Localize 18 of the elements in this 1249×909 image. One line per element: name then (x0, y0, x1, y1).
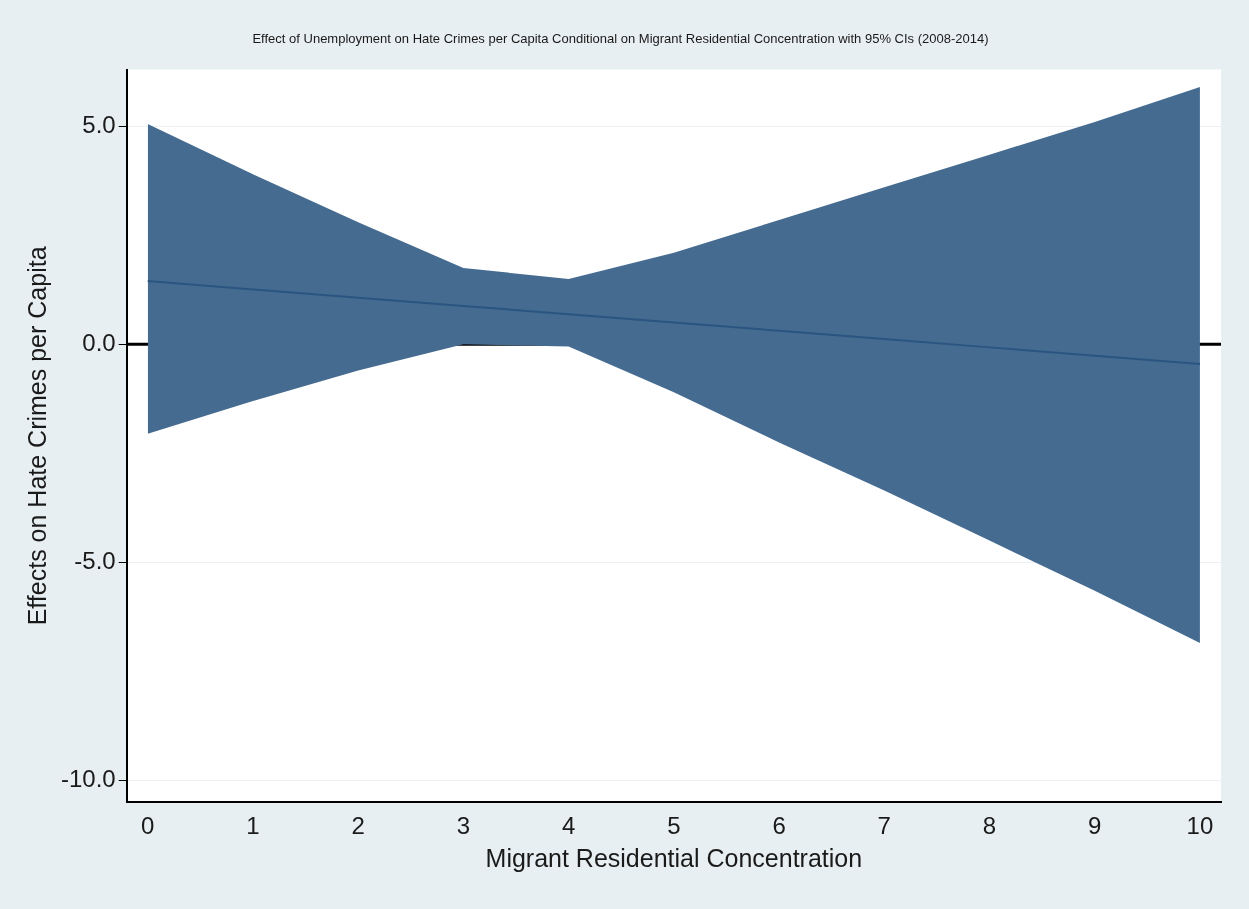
y-tick-label: -5.0 (74, 546, 116, 574)
x-tick-label: 5 (667, 812, 681, 840)
x-tick-label: 3 (456, 812, 471, 840)
x-tick-label: 1 (246, 812, 260, 840)
x-tick-label: 10 (1186, 812, 1214, 840)
x-tick-label: 8 (982, 812, 997, 840)
x-tick-label: 7 (877, 812, 891, 840)
x-tick-label: 2 (351, 812, 365, 840)
x-tick-label: 9 (1088, 812, 1102, 840)
chart-title: Effect of Unemployment on Hate Crimes per Capita Conditional on Migrant Residential Concentration with 95% CIs (2008-2014) (252, 31, 989, 47)
x-tick-label: 4 (561, 812, 576, 840)
y-axis-title: Effects on Hate Crimes per Capita (22, 246, 51, 626)
x-axis-title: Migrant Residential Concentration (485, 843, 863, 872)
y-tick-label: -10.0 (61, 765, 116, 793)
x-tick-label: 0 (141, 812, 155, 840)
x-tick-label: 6 (772, 812, 786, 840)
y-tick-label: 0.0 (82, 328, 116, 356)
y-tick-label: 5.0 (82, 110, 116, 138)
